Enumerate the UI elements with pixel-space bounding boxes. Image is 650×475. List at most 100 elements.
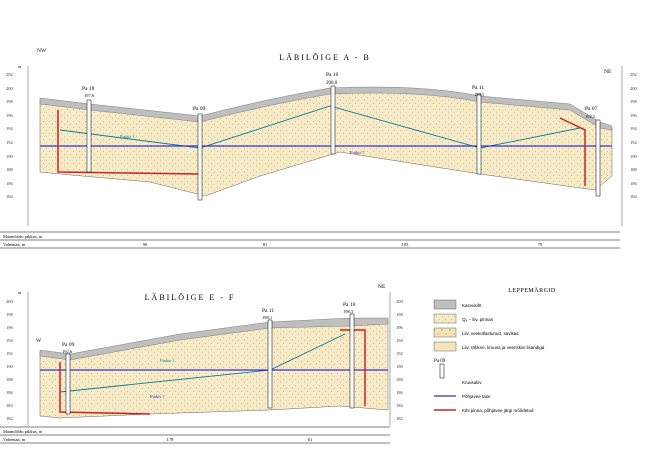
well-elev: 197,6	[84, 93, 95, 99]
well-elev: 198,1	[262, 315, 272, 321]
well-label: Pa 10	[343, 302, 356, 308]
y-tick-ef: 192	[6, 351, 13, 356]
dir-left-ab: NW	[37, 48, 47, 54]
table-value: 90	[143, 242, 148, 247]
table-value: 61	[308, 437, 313, 442]
legend-item: Pa 09	[434, 359, 446, 364]
well-ef-pa09	[65, 353, 71, 415]
axis-unit-ab: m	[18, 64, 22, 69]
y-tick-ab: 188	[6, 167, 14, 172]
y-tick-ef: 186	[6, 390, 14, 395]
red-contour-ef-left	[59, 362, 151, 415]
section-ab: LÄBILÕIGE A - B NW NE m 202 200 198 196 …	[0, 48, 638, 249]
table-label: Vahemaa, m	[3, 242, 26, 248]
y-tick-ef-right: 186	[396, 390, 404, 395]
table-value: 79	[538, 242, 543, 247]
well-label: Pa 09	[62, 342, 75, 348]
section-ab-title: LÄBILÕIGE A - B	[279, 52, 371, 62]
lithology-line-ab	[59, 105, 581, 149]
legend-item: Q₄ – liiv, pinnas	[462, 317, 494, 322]
well-pa07	[595, 119, 601, 197]
table-label: Vahemaa, m	[3, 437, 26, 443]
y-tick-ab: 194	[6, 126, 14, 131]
y-tick-ef: 196	[6, 325, 14, 330]
table-value: 81	[263, 242, 268, 247]
y-tick-ab-right: 198	[630, 99, 638, 104]
y-tick-ef: 200	[6, 299, 14, 304]
zone-label: Pinkis 1	[120, 134, 135, 139]
y-tick-ef-right: 190	[396, 364, 404, 369]
y-tick-ab-right: 196	[630, 113, 638, 118]
y-tick-ef: 184	[6, 403, 14, 408]
zone-label: Pinkis 1	[160, 358, 175, 363]
well-elev: 200,0	[326, 81, 338, 86]
y-tick-ef: 194	[6, 338, 14, 343]
y-tick-ab-right: 202	[630, 72, 637, 77]
y-tick-ef: 190	[6, 364, 14, 369]
table-value: 103	[402, 242, 410, 247]
y-tick-ab: 186	[6, 181, 14, 186]
y-tick-ef: 188	[6, 377, 14, 382]
y-tick-ab: 196	[6, 113, 14, 118]
legend-item: Liiv, rähkne, kruusa ja veeriskivi lisan…	[462, 345, 545, 350]
y-tick-ef-right: 200	[396, 299, 404, 304]
well-label: Pa 09	[193, 106, 206, 112]
well-elev: 192,6	[62, 349, 73, 355]
well-elev: 198,3	[343, 309, 354, 315]
table-value: 178	[167, 437, 175, 442]
well-pa11	[476, 93, 482, 175]
well-ef-pa11	[267, 319, 273, 409]
section-ef: LÄBILÕIGE E - F W NE m 200 198 196 194 1…	[0, 284, 404, 444]
well-elev: 198,1	[474, 92, 484, 98]
y-tick-ab-right: 184	[630, 194, 638, 199]
topsoil-layer-ab	[39, 86, 613, 131]
well-pa10	[330, 85, 336, 155]
legend-item: Liiv, veeküllastunud, savikas	[462, 331, 519, 336]
y-tick-ab-right: 186	[630, 181, 638, 186]
axis-unit-ef: m	[18, 290, 22, 295]
y-tick-ab: 198	[6, 99, 14, 104]
well-label: Pa 10	[326, 72, 339, 78]
y-tick-ef: 198	[6, 312, 14, 317]
well-label: Pa 07	[585, 106, 598, 112]
y-tick-ef-right: 182	[396, 416, 403, 421]
well-label: Pa 18	[82, 86, 95, 92]
y-tick-ef-right: 188	[396, 377, 404, 382]
well-pa18	[86, 99, 92, 173]
legend-title: LEPPEMÄRGID	[508, 287, 556, 294]
red-contour-ab-left	[57, 110, 201, 175]
y-tick-ab-right: 200	[630, 86, 638, 91]
y-tick-ef-right: 198	[396, 312, 404, 317]
y-tick-ab: 200	[6, 86, 14, 91]
y-tick-ef-right: 184	[396, 403, 404, 408]
legend-swatch-gravelly-sand	[433, 341, 457, 352]
legend: LEPPEMÄRGID Kasvukiht Q₄ – liiv, pinnas …	[433, 287, 556, 413]
y-tick-ab-right: 188	[630, 167, 638, 172]
legend-item: Kasvukiht	[462, 303, 482, 308]
zone-label: Pinkis 7	[350, 150, 365, 155]
dir-right-ef: NE	[378, 284, 386, 290]
y-tick-ab-right: 194	[630, 126, 638, 131]
y-tick-ab: 190	[6, 154, 14, 159]
well-label: Pa 11	[262, 308, 274, 314]
well-ef-pa10	[349, 313, 355, 409]
legend-item: Põhjavee tase	[462, 394, 491, 399]
legend-swatch-topsoil	[433, 299, 457, 310]
legend-item: Kruusaliiv	[462, 380, 482, 385]
y-tick-ef-right: 196	[396, 325, 404, 330]
y-tick-ab-right: 192	[630, 140, 637, 145]
y-tick-ab-right: 190	[630, 154, 638, 159]
y-tick-ab: 192	[6, 140, 13, 145]
dir-left-ef: W	[36, 338, 42, 344]
table-label: Maamõõdu pikkus, m	[3, 234, 43, 240]
red-contour-ab-right	[559, 117, 586, 186]
table-label: Maamõõdu pikkus, m	[3, 429, 43, 435]
dir-right-ab: NE	[604, 69, 612, 75]
legend-swatch-sand	[433, 313, 457, 324]
legend-item: Kihi pinna, põhjavee järgi mõõdetud	[462, 408, 534, 413]
well-pa09	[197, 113, 203, 201]
well-elev: 192,5	[585, 114, 596, 120]
y-tick-ab: 202	[6, 72, 13, 77]
section-ef-title: LÄBILÕIGE E - F	[145, 292, 236, 302]
